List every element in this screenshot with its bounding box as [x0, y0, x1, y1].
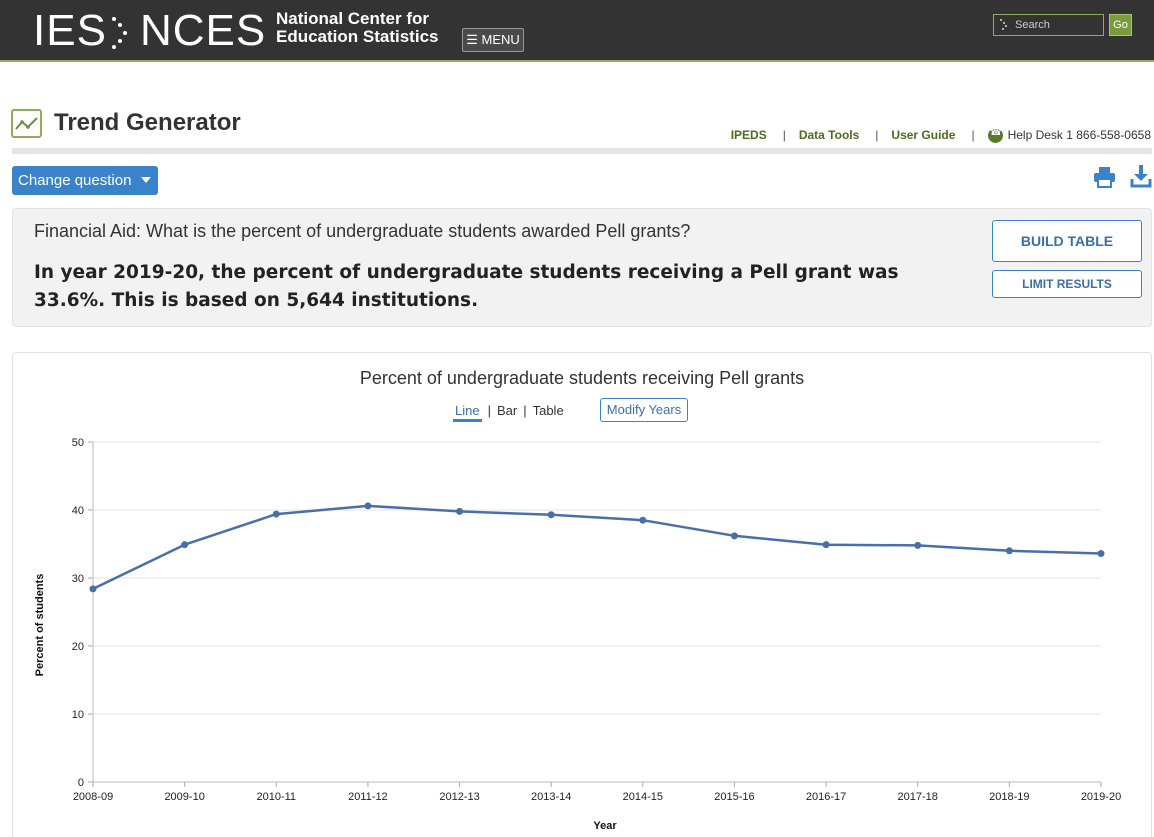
logo-dots-icon [112, 17, 127, 49]
x-tick-label: 2015-16 [714, 791, 754, 803]
x-tick-label: 2011-12 [348, 791, 388, 803]
logo-ies[interactable]: IES [33, 6, 107, 55]
link-separator: | [782, 128, 786, 142]
link-user-guide[interactable]: User Guide [891, 128, 956, 142]
y-tick-label: 20 [72, 641, 84, 653]
x-tick-label: 2013-14 [531, 791, 571, 803]
search-input[interactable]: Search [993, 14, 1104, 36]
x-tick-label: 2014-15 [623, 791, 663, 803]
chart-card [12, 352, 1152, 837]
data-point [272, 510, 280, 518]
answer-panel: Financial Aid: What is the percent of un… [12, 208, 1152, 327]
tab-separator: | [523, 403, 527, 418]
data-point [364, 502, 372, 510]
tab-bar[interactable]: Bar [496, 403, 518, 418]
search-icon [999, 18, 1008, 31]
build-table-button[interactable]: BUILD TABLE [992, 220, 1142, 262]
y-axis-title: Percent of students [34, 574, 46, 677]
search-placeholder: Search [1015, 19, 1050, 31]
data-point [822, 541, 830, 549]
x-tick-label: 2019-20 [1081, 791, 1121, 803]
y-tick-label: 10 [72, 709, 84, 721]
y-tick-label: 40 [72, 505, 84, 517]
menu-button[interactable]: ☰ MENU [462, 28, 524, 52]
question-text: Financial Aid: What is the percent of un… [34, 221, 691, 241]
change-question-label: Change question [18, 172, 132, 189]
chart-view-tabs: Line | Bar | Table [453, 402, 564, 422]
link-data-tools[interactable]: Data Tools [798, 128, 860, 142]
logo-subtitle-line2: Education Statistics [276, 27, 439, 46]
data-point [456, 507, 464, 515]
answer-text: In year 2019-20, the percent of undergra… [34, 262, 899, 311]
x-tick-label: 2016-17 [806, 791, 846, 803]
data-point [547, 511, 555, 519]
x-axis-title: Year [593, 820, 617, 832]
data-point [89, 585, 97, 593]
link-separator: | [971, 128, 975, 142]
title-divider [12, 148, 1152, 154]
chart-title: Percent of undergraduate students receiv… [359, 368, 805, 388]
change-question-button[interactable]: Change question [12, 166, 158, 195]
trend-generator-icon [11, 109, 42, 138]
header-divider [0, 60, 1154, 62]
limit-results-button[interactable]: LIMIT RESULTS [992, 270, 1142, 298]
y-tick-label: 0 [78, 777, 84, 789]
tab-line[interactable]: Line [453, 402, 482, 422]
phone-icon [987, 127, 1003, 143]
modify-years-button[interactable]: Modify Years [600, 398, 688, 422]
x-tick-label: 2012-13 [439, 791, 479, 803]
caret-down-icon [141, 177, 151, 183]
x-tick-label: 2017-18 [898, 791, 938, 803]
data-point [1097, 550, 1105, 558]
data-point [181, 541, 189, 549]
link-ipeds[interactable]: IPEDS [730, 128, 767, 142]
print-icon[interactable] [1093, 166, 1116, 188]
site-header [0, 0, 1154, 60]
logo-subtitle-line1: National Center for [276, 9, 430, 28]
search-go-button[interactable]: Go [1109, 14, 1132, 36]
x-tick-label: 2010-11 [256, 791, 296, 803]
logo-subtitle[interactable]: National Center for Education Statistics [276, 10, 438, 46]
y-tick-label: 50 [72, 437, 84, 449]
logo-nces[interactable]: NCES [140, 6, 267, 55]
data-point [914, 541, 922, 549]
data-point [1005, 547, 1013, 555]
data-point [730, 532, 738, 540]
series-line [92, 504, 1102, 591]
tab-table[interactable]: Table [532, 403, 564, 418]
y-tick-label: 30 [72, 573, 84, 585]
utility-links: IPEDS | Data Tools | User Guide | Help D… [731, 126, 1151, 144]
tab-separator: | [487, 403, 491, 418]
download-icon[interactable] [1130, 164, 1152, 188]
x-tick-label: 2009-10 [164, 791, 204, 803]
x-tick-label: 2008-09 [73, 791, 113, 803]
x-tick-label: 2018-19 [989, 791, 1029, 803]
data-point [639, 516, 647, 524]
page-title: Trend Generator [54, 109, 241, 136]
link-separator: | [875, 128, 879, 142]
help-desk-text[interactable]: Help Desk 1 866-558-0658 [1007, 128, 1151, 142]
